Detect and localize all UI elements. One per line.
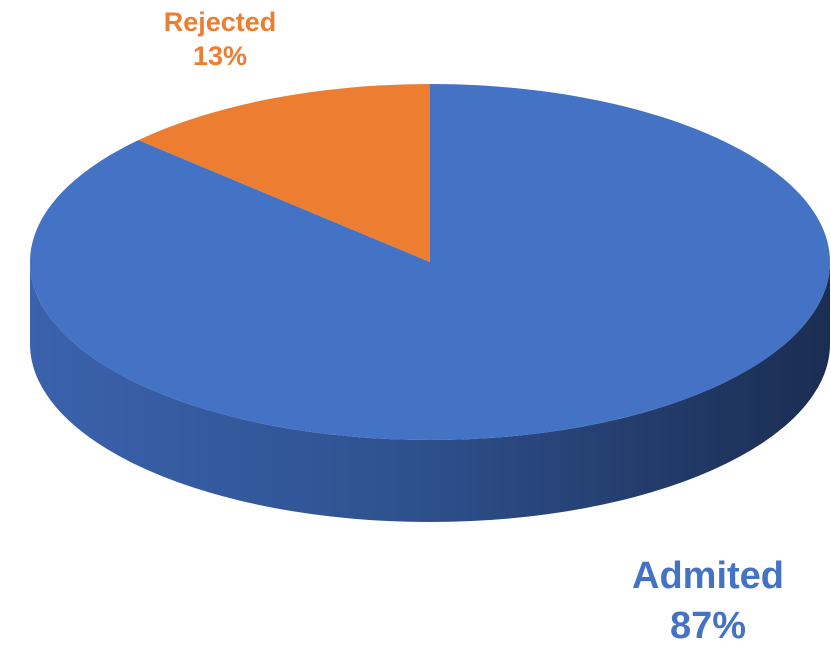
slice-value-label: 87% <box>670 605 746 647</box>
pie-slice <box>29 84 831 440</box>
slice-label: Rejected <box>164 7 277 37</box>
pie-slice <box>138 84 431 262</box>
slice-value-label: 13% <box>193 41 247 71</box>
pie-side <box>30 262 830 522</box>
slice-label: Admited <box>632 555 784 597</box>
